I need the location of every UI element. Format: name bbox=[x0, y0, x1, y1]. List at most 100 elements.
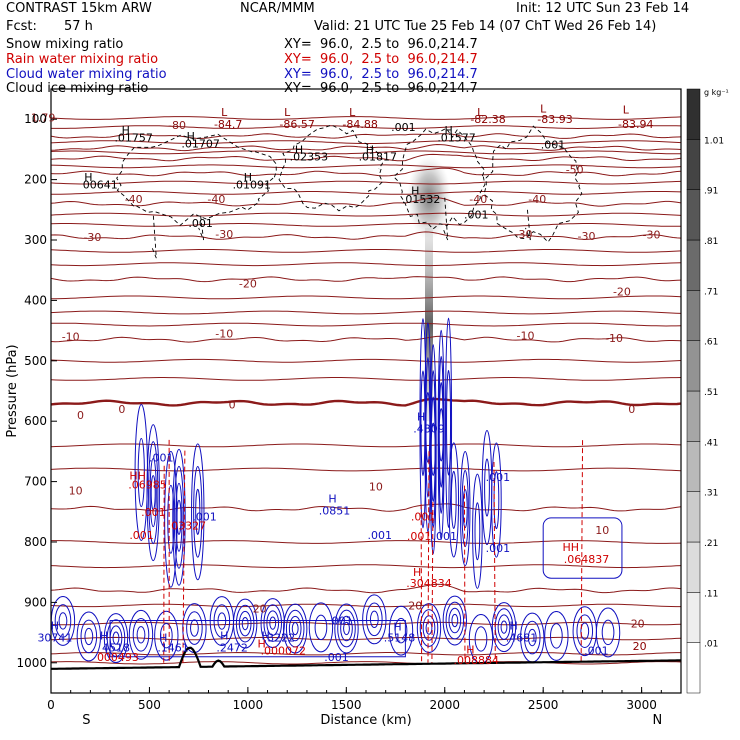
cloud-water-contour-1-2-2 bbox=[430, 396, 436, 503]
cloud-water-contour-3-20-1 bbox=[580, 622, 590, 640]
isotherm-label: 0 bbox=[628, 403, 635, 416]
extrema-label: .001 bbox=[149, 451, 174, 464]
extrema-label: -83.93 bbox=[537, 113, 572, 126]
cloud-water-contour-3-4-2 bbox=[154, 610, 179, 661]
terrain-surface bbox=[51, 646, 681, 670]
field-label-snow: Snow mixing ratio bbox=[6, 37, 124, 52]
isotherm-low-3 bbox=[51, 651, 681, 656]
y-tick-label: 800 bbox=[24, 535, 47, 549]
colorbar-swatch bbox=[686, 642, 701, 694]
isotherm-label: -30 bbox=[578, 230, 596, 243]
extrema-label: L bbox=[284, 106, 291, 119]
extrema-label: .001 bbox=[433, 530, 458, 543]
y-tick-label: 300 bbox=[24, 233, 47, 247]
cloud-water-contour-0-3-3 bbox=[173, 465, 185, 569]
isotherm-extra-0 bbox=[51, 116, 681, 120]
isotherm--20 bbox=[51, 276, 681, 283]
extrema-label: H bbox=[51, 619, 59, 632]
cloud-water-contour-3-9-1 bbox=[291, 621, 299, 636]
colorbar-label: .81 bbox=[704, 237, 718, 247]
cloud-water-contour-3-16-1 bbox=[474, 626, 488, 652]
cloud-water-contour-3-21-2 bbox=[595, 607, 621, 658]
cloud-water-contour-3-13-1 bbox=[394, 617, 408, 644]
colorbar-label: .31 bbox=[704, 489, 718, 499]
extrema-label: H bbox=[417, 410, 425, 423]
colorbar-swatch bbox=[686, 491, 701, 543]
cloud-water-contour-1-4-1 bbox=[446, 369, 452, 476]
isotherm-extra-16 bbox=[51, 443, 681, 448]
extrema-label: H bbox=[411, 184, 419, 197]
colorbar-label: .11 bbox=[704, 589, 718, 599]
cloud-water-contour-3-13-2 bbox=[388, 605, 414, 656]
isotherm--70 bbox=[51, 143, 681, 152]
cloud-water-contour-1-4-2 bbox=[445, 317, 453, 528]
extrema-label: .001 bbox=[391, 121, 416, 134]
x-tick-label: 0 bbox=[47, 698, 55, 712]
isotherm-0 bbox=[51, 397, 681, 407]
cloud-water-contour-3-7-1 bbox=[241, 616, 249, 631]
cloud-water-north-cell bbox=[542, 517, 623, 579]
extrema-label: .001 bbox=[464, 209, 489, 222]
isotherm--10 bbox=[51, 335, 681, 343]
extrema-label: -82.38 bbox=[470, 113, 505, 126]
isotherm-label: 10 bbox=[595, 524, 609, 537]
cloud-water-contour-0-1-4 bbox=[146, 424, 160, 562]
isotherm-low-2 bbox=[51, 636, 681, 641]
cloud-water-contour-3-2-1 bbox=[112, 631, 120, 645]
isotherm-label: 20 bbox=[408, 599, 422, 612]
extrema-label: H bbox=[466, 644, 474, 657]
isotherm-low-4 bbox=[51, 661, 681, 665]
x-axis-label: Distance (km) bbox=[320, 713, 411, 728]
extrema-label: HH bbox=[562, 541, 579, 554]
field-label-cloudwater: Cloud water mixing ratio bbox=[6, 67, 167, 82]
forecast-label: Fcst: bbox=[6, 19, 37, 34]
field-xy-cloudwater: XY= 96.0, 2.5 to 96.0,214.7 bbox=[284, 67, 478, 82]
extrema-label: .001 bbox=[324, 651, 349, 664]
cloud-ice-streak-2 bbox=[442, 197, 449, 241]
colorbar-swatch bbox=[686, 441, 701, 492]
cloud-water-contour-2-4-2 bbox=[491, 442, 502, 558]
cloud-water-contour-0-4-1 bbox=[195, 488, 201, 536]
isotherm--30 bbox=[51, 231, 681, 240]
cloud-ice-streak-1 bbox=[198, 215, 205, 241]
isotherm-label: 20 bbox=[631, 618, 645, 631]
cloud-water-contour-3-5-2 bbox=[186, 611, 203, 645]
extrema-label: .4681 bbox=[506, 631, 538, 644]
extrema-label: .1461 bbox=[157, 642, 189, 655]
isotherm-extra-4 bbox=[51, 164, 681, 169]
isotherm-extra-7 bbox=[51, 212, 681, 217]
cloud-water-contour-3-3-1 bbox=[136, 626, 146, 644]
extrema-label: .304834 bbox=[406, 577, 452, 590]
y-tick-label: 200 bbox=[24, 173, 47, 187]
cloud-water-contour-3-6-1 bbox=[217, 612, 227, 630]
cloud-water-contour-0-1-2 bbox=[149, 458, 157, 528]
isotherm-extra-9 bbox=[51, 249, 681, 253]
extrema-label: .000072 bbox=[261, 645, 307, 658]
colorbar-swatch bbox=[686, 390, 701, 442]
cloud-water-contour-2-1-1 bbox=[462, 489, 468, 529]
extrema-label: .001 bbox=[368, 529, 393, 542]
extrema-label: H bbox=[84, 171, 92, 184]
cloud-water-contour-3-8-4 bbox=[260, 598, 285, 649]
extrema-label: .01707 bbox=[181, 137, 220, 150]
cloud-water-contour-3-19-2 bbox=[544, 610, 569, 661]
y-tick-label: 900 bbox=[24, 595, 47, 609]
y-axis-label: Pressure (hPa) bbox=[5, 344, 20, 437]
x-tick-label: 2000 bbox=[429, 698, 460, 712]
cloud-water-contour-3-7-2 bbox=[238, 610, 252, 637]
colorbar-label: 1.01 bbox=[704, 136, 724, 146]
cloud-water-contour-0-4-3 bbox=[191, 443, 205, 581]
extrema-label: H bbox=[244, 171, 252, 184]
cloud-water-contour-3-10-2 bbox=[308, 602, 334, 653]
cloud-water-contour-0-1-1 bbox=[150, 475, 156, 511]
field-label-rain: Rain water mixing ratio bbox=[6, 52, 159, 67]
extrema-label: .008884 bbox=[454, 654, 500, 667]
extrema-label: 4518 bbox=[102, 642, 130, 655]
isotherm-label: -10 bbox=[516, 329, 534, 342]
cloud-water-contour-3-14-3 bbox=[419, 609, 439, 647]
colorbar-label: .61 bbox=[704, 338, 718, 348]
cloud-ice-streak-0 bbox=[150, 215, 157, 259]
cloud-water-contour-2-1-2 bbox=[461, 470, 469, 548]
y-tick-label: 600 bbox=[24, 414, 47, 428]
extrema-label: .3222 bbox=[264, 631, 296, 644]
